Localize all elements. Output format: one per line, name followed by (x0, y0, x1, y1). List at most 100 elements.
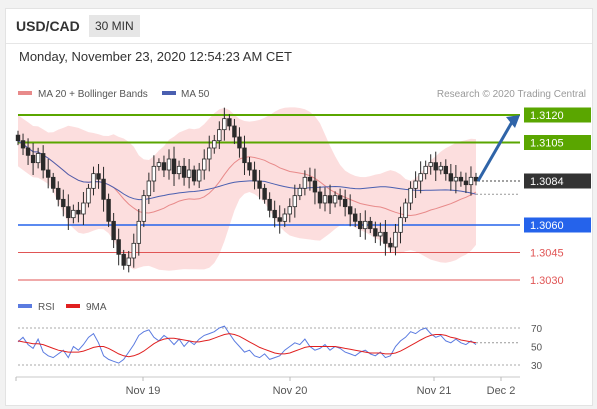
candle (126, 250, 131, 273)
support-label: 1.3045 (530, 248, 564, 260)
candle-body (191, 169, 197, 182)
candle-body (368, 220, 373, 230)
candle (217, 121, 222, 150)
candle (45, 159, 51, 189)
candle-body (20, 140, 26, 149)
candle-body (428, 162, 433, 167)
candle-body (151, 165, 157, 182)
candle (448, 163, 454, 191)
candle (347, 194, 353, 227)
timeframe-badge[interactable]: 30 MIN (89, 15, 140, 37)
resistance-tag (524, 135, 591, 150)
candle (35, 147, 41, 169)
rsi-tick-label: 50 (531, 343, 543, 354)
candle (463, 172, 469, 194)
candle-body (302, 176, 308, 189)
candle (428, 154, 433, 175)
candle (453, 165, 459, 194)
candle-body (408, 187, 413, 204)
candle-body (458, 176, 464, 182)
candle-body (232, 125, 237, 138)
candle (86, 183, 91, 208)
candle (131, 233, 136, 268)
candle-body (51, 176, 56, 189)
candle-body (101, 178, 106, 200)
candle-body (353, 213, 358, 222)
candle-body (252, 169, 257, 182)
candle-body (292, 195, 298, 208)
candle (307, 167, 313, 191)
candle-body (418, 173, 423, 182)
candle-body (166, 158, 172, 171)
candle-body (277, 217, 282, 222)
candle-body (257, 180, 262, 189)
candle-body (156, 162, 162, 167)
candle (61, 189, 66, 217)
candle (71, 204, 76, 224)
candle (111, 212, 116, 249)
ma20-legend-label: MA 20 + Bollinger Bands (38, 89, 148, 100)
candle (186, 159, 192, 189)
candle (337, 188, 343, 207)
candle (317, 186, 323, 209)
candle (171, 146, 177, 186)
candle (121, 249, 126, 270)
forecast-arrow-shaft (476, 121, 514, 182)
candle (408, 181, 413, 211)
candle-body (433, 162, 438, 171)
candle-body (267, 198, 272, 211)
candle (443, 159, 449, 181)
candle (403, 198, 408, 223)
ma9-line (17, 333, 477, 358)
candle-body (242, 147, 247, 164)
candle-body (181, 165, 187, 178)
chart-legend: MA 20 + Bollinger Bands MA 50 Research ©… (18, 89, 586, 313)
candle (146, 172, 152, 205)
candle (423, 160, 428, 180)
candle-body (35, 153, 41, 164)
candle-body (332, 195, 338, 204)
candle (25, 138, 31, 166)
time-axis: Nov 19 Nov 20 Nov 21 Dec 2 (15, 376, 520, 397)
candle (136, 209, 141, 256)
candle-body (207, 147, 212, 160)
x-tick-label: Dec 2 (487, 385, 516, 397)
candle (353, 208, 358, 228)
candle (30, 143, 36, 175)
candle-body (297, 187, 303, 197)
candle (433, 151, 438, 181)
candle-body (247, 162, 252, 171)
candle (272, 200, 277, 228)
candlestick-panel: 1.3120 1.3105 1.3084 1.3060 1.3045 1.3030 (15, 107, 591, 287)
ma9-legend-swatch (66, 304, 80, 308)
candle-body (438, 165, 443, 171)
candle (267, 192, 272, 218)
resistance-label: 1.3120 (530, 110, 564, 122)
candle-body (15, 134, 21, 142)
rsi-tick-label: 30 (531, 361, 543, 372)
candle-body (71, 209, 76, 219)
candle-body (25, 147, 31, 156)
candle-body (347, 206, 353, 215)
candle (297, 183, 303, 201)
candle-body (383, 231, 388, 244)
candle (458, 171, 464, 187)
candle-body (96, 173, 101, 180)
candle-body (141, 195, 147, 222)
x-tick-label: Nov 19 (126, 385, 161, 397)
candle (176, 160, 182, 180)
candle (418, 161, 423, 194)
candle-body (196, 169, 202, 182)
candle-body (202, 158, 207, 171)
candle-body (227, 118, 232, 127)
ma50-legend-label: MA 50 (181, 89, 210, 100)
candle-body (307, 176, 313, 182)
forecast-arrow-head (506, 115, 520, 128)
candle-body (363, 220, 368, 230)
candle (81, 192, 86, 225)
candle (252, 161, 257, 190)
candle (202, 149, 207, 180)
candle-body (45, 169, 51, 178)
candle-body (186, 169, 192, 178)
